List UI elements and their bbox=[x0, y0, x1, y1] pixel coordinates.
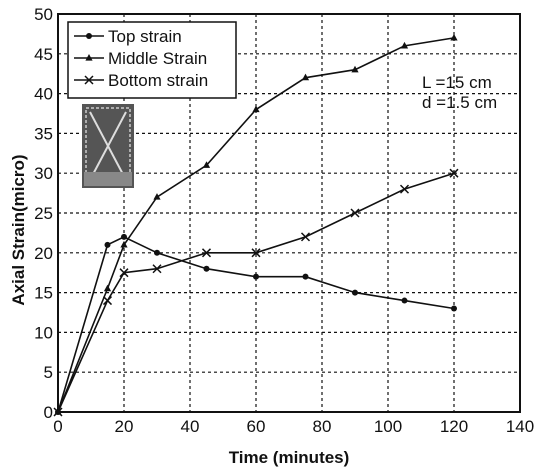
data-point bbox=[153, 193, 161, 200]
x-tick-label: 100 bbox=[374, 417, 402, 436]
series-line bbox=[57, 172, 455, 413]
data-point bbox=[154, 249, 160, 256]
series-3 bbox=[53, 168, 459, 417]
annotation-length: L =15 cm bbox=[422, 73, 492, 92]
data-point bbox=[53, 407, 63, 417]
data-point bbox=[302, 273, 309, 280]
data-point bbox=[301, 73, 310, 81]
legend-entry: Middle Strain bbox=[74, 49, 207, 68]
data-point bbox=[253, 273, 259, 280]
legend-entry: Bottom strain bbox=[74, 71, 208, 90]
data-point bbox=[252, 105, 260, 113]
data-point bbox=[104, 241, 111, 248]
x-axis-title: Time (minutes) bbox=[229, 448, 350, 467]
data-point bbox=[119, 268, 129, 278]
y-tick-label: 15 bbox=[34, 284, 53, 303]
data-point bbox=[251, 248, 261, 258]
y-tick-label: 20 bbox=[34, 244, 53, 263]
data-point bbox=[202, 161, 211, 168]
y-tick-label: 40 bbox=[34, 85, 53, 104]
data-point bbox=[449, 168, 459, 178]
legend-label: Top strain bbox=[108, 27, 182, 46]
series-layer bbox=[53, 33, 459, 417]
data-point bbox=[401, 297, 408, 304]
data-point bbox=[120, 240, 128, 248]
series-line bbox=[57, 37, 455, 413]
y-tick-label: 50 bbox=[34, 5, 53, 24]
x-tick-label: 60 bbox=[247, 417, 266, 436]
y-tick-label: 5 bbox=[44, 363, 53, 382]
legend-label: Bottom strain bbox=[108, 71, 208, 90]
y-tick-label: 0 bbox=[44, 403, 53, 422]
y-tick-label: 30 bbox=[34, 164, 53, 183]
data-point bbox=[203, 265, 210, 272]
series-1 bbox=[55, 233, 457, 415]
legend-box bbox=[67, 21, 237, 99]
x-tick-label: 140 bbox=[506, 417, 534, 436]
y-tick-label: 35 bbox=[34, 124, 53, 143]
legend-label: Middle Strain bbox=[108, 49, 207, 68]
data-point bbox=[400, 41, 409, 49]
legend-entry: Top strain bbox=[74, 27, 182, 46]
y-tick-label: 25 bbox=[34, 204, 53, 223]
y-tick-label: 10 bbox=[34, 323, 53, 342]
data-point bbox=[201, 248, 212, 258]
y-axis-title: Axial Strain(micro) bbox=[9, 154, 28, 305]
data-point bbox=[350, 208, 360, 218]
plot-frame bbox=[57, 13, 521, 413]
series-2 bbox=[54, 33, 458, 415]
x-tick-label: 120 bbox=[440, 417, 468, 436]
specimen-thumbnail bbox=[82, 104, 134, 188]
series-line bbox=[57, 235, 455, 413]
annotation-diameter: d =1.5 cm bbox=[422, 93, 497, 112]
legend-marker bbox=[85, 54, 93, 61]
data-point bbox=[351, 65, 359, 73]
data-point bbox=[121, 233, 127, 240]
data-point bbox=[352, 289, 358, 296]
x-tick-label: 40 bbox=[181, 417, 200, 436]
grid bbox=[58, 14, 520, 412]
legend-marker bbox=[86, 33, 92, 39]
x-tick-label: 0 bbox=[53, 417, 62, 436]
x-tick-label: 20 bbox=[115, 417, 134, 436]
axis-ticks: 0 20 40 60 80 100 120 140 0 5 10 15 20 25 30 35 40 45 50 bbox=[34, 5, 534, 436]
data-point bbox=[399, 184, 410, 194]
legend-marker bbox=[84, 75, 94, 85]
data-point bbox=[300, 232, 311, 242]
data-point bbox=[102, 296, 113, 306]
legend: Top strain Middle Strain Bottom strain bbox=[67, 21, 237, 99]
y-tick-label: 45 bbox=[34, 45, 53, 64]
x-tick-label: 80 bbox=[313, 417, 332, 436]
data-point bbox=[451, 305, 457, 312]
data-point bbox=[103, 284, 112, 292]
data-point bbox=[152, 264, 162, 274]
data-point bbox=[450, 33, 458, 41]
